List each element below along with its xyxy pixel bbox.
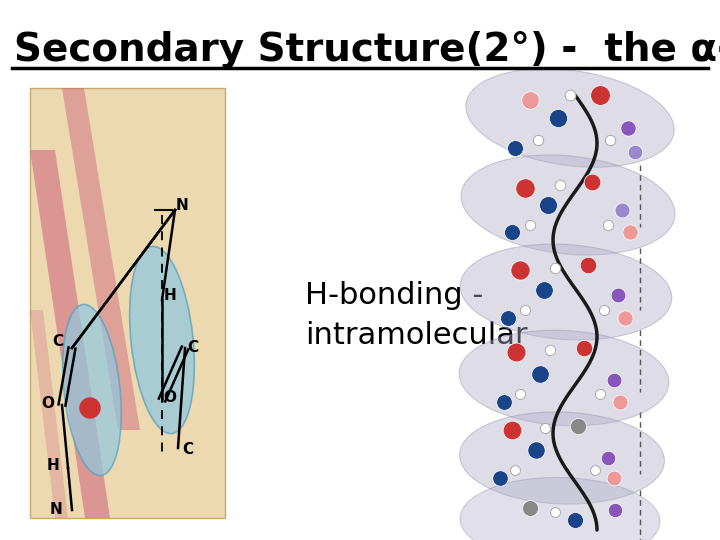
Ellipse shape	[460, 244, 672, 340]
Point	[582, 261, 594, 269]
Point	[608, 376, 620, 384]
Point	[519, 184, 531, 192]
Point	[619, 314, 631, 322]
Point	[519, 306, 531, 314]
Polygon shape	[30, 150, 110, 518]
Text: C: C	[187, 341, 199, 355]
Point	[544, 346, 556, 354]
Point	[530, 446, 541, 454]
Point	[554, 181, 566, 190]
Point	[503, 314, 514, 322]
Point	[549, 264, 561, 272]
Point	[498, 397, 510, 406]
Point	[624, 228, 636, 237]
Point	[524, 504, 536, 512]
Point	[514, 390, 526, 399]
Ellipse shape	[130, 246, 194, 434]
Point	[602, 454, 613, 462]
Point	[598, 306, 610, 314]
Point	[509, 144, 521, 152]
Point	[608, 474, 620, 482]
FancyBboxPatch shape	[30, 88, 225, 518]
Point	[564, 91, 576, 99]
Ellipse shape	[466, 69, 674, 167]
Point	[539, 286, 550, 294]
Point	[622, 124, 634, 132]
Point	[594, 91, 606, 99]
Text: H-bonding -: H-bonding -	[305, 280, 483, 309]
Point	[594, 390, 606, 399]
Point	[570, 516, 581, 524]
Text: C: C	[53, 334, 63, 349]
Text: H: H	[163, 288, 176, 303]
Point	[506, 426, 518, 434]
Point	[586, 178, 598, 186]
Point	[609, 505, 621, 514]
Point	[539, 424, 551, 433]
Point	[616, 206, 628, 214]
Point	[614, 397, 626, 406]
Text: Secondary Structure(2°) -  the α-Helix: Secondary Structure(2°) - the α-Helix	[14, 31, 720, 69]
Polygon shape	[62, 88, 140, 430]
Point	[494, 474, 505, 482]
Point	[524, 221, 536, 230]
Ellipse shape	[63, 305, 121, 476]
Text: N: N	[176, 198, 189, 213]
Ellipse shape	[459, 412, 665, 504]
Point	[524, 96, 536, 104]
Text: H: H	[47, 458, 59, 474]
Text: O: O	[42, 395, 55, 410]
Point	[549, 508, 561, 516]
Circle shape	[80, 398, 100, 418]
Ellipse shape	[461, 155, 675, 255]
Point	[532, 136, 544, 144]
Point	[514, 266, 526, 274]
Point	[589, 465, 600, 474]
Text: N: N	[50, 503, 63, 517]
Point	[510, 348, 522, 356]
Text: intramolecular: intramolecular	[305, 321, 528, 349]
Point	[534, 370, 546, 379]
Point	[542, 201, 554, 210]
Text: O: O	[163, 390, 176, 406]
Point	[506, 228, 518, 237]
Ellipse shape	[460, 477, 660, 540]
Point	[578, 343, 590, 352]
Point	[572, 422, 584, 430]
Ellipse shape	[459, 330, 669, 426]
Point	[552, 114, 564, 123]
Text: C: C	[182, 442, 194, 457]
Point	[629, 147, 641, 156]
Point	[509, 465, 521, 474]
Point	[612, 291, 624, 299]
Polygon shape	[30, 310, 68, 518]
Point	[604, 136, 616, 144]
Point	[602, 221, 613, 230]
